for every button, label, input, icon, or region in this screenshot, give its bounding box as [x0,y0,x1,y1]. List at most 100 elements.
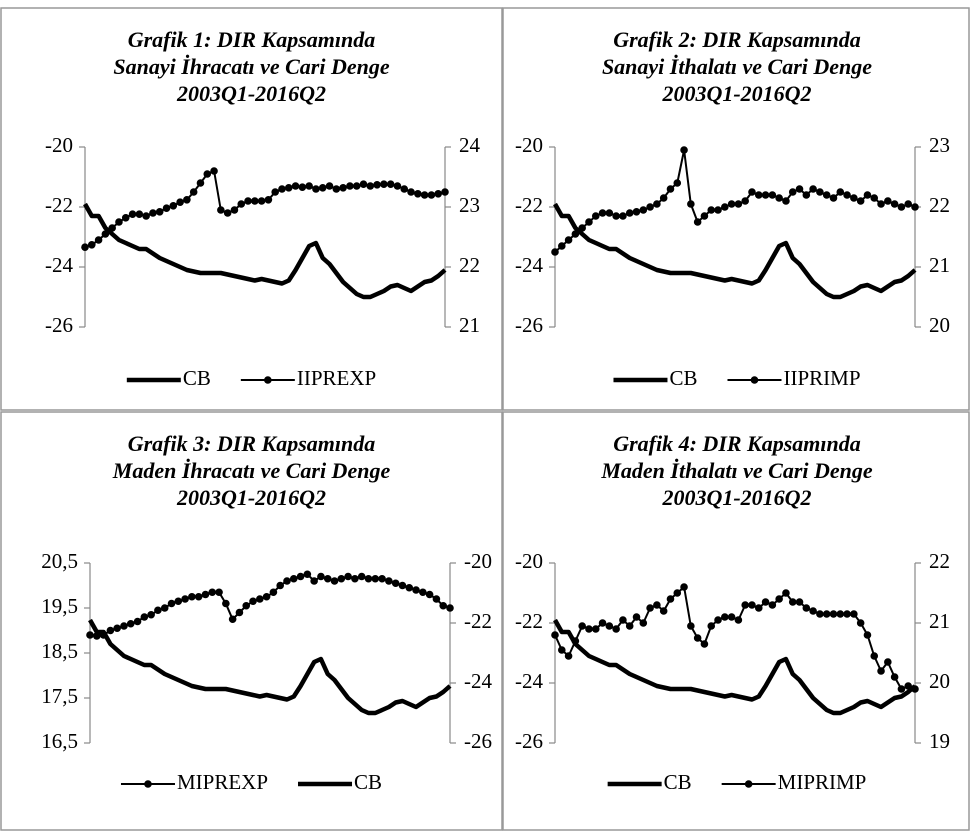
series-marker [598,209,607,217]
y2-tick-label: -26 [464,729,492,753]
series-marker [380,180,388,188]
series-marker [303,570,312,579]
series-marker [659,194,668,202]
y-tick-label: 17,5 [41,684,78,708]
y-tick-label: -26 [515,729,543,753]
series-marker [673,589,682,597]
series-marker [843,610,851,618]
series-marker [721,203,729,211]
series-marker [113,624,121,633]
series-marker [201,590,210,599]
series-marker [203,170,212,178]
series-line [553,618,917,716]
series-marker [612,212,620,220]
series-marker [646,203,654,211]
series-marker [237,200,246,208]
legend-label: IIPRIMP [783,366,860,390]
series-marker [427,191,436,199]
series-marker [802,604,811,612]
series-marker [283,577,291,585]
series-marker [714,206,722,214]
series-marker [911,203,919,211]
series-line [88,618,452,716]
y2-tick-label: 23 [929,133,950,157]
series-marker [176,198,184,206]
series-marker [863,631,872,639]
series-marker [269,588,278,597]
series-marker [700,212,709,220]
series-marker [884,658,892,666]
y-tick-label: -22 [515,193,543,217]
y-tick-label: 18,5 [41,639,78,663]
series-marker [87,241,96,249]
series-marker [564,236,573,244]
series-marker [330,577,339,585]
series-marker [632,613,641,621]
series-marker [181,595,189,603]
series-marker [822,191,831,199]
series-marker [289,574,298,583]
series-marker [551,631,559,639]
series-marker [890,673,899,681]
series-marker [727,613,736,621]
series-marker [639,206,648,214]
legend-label: MIPRIMP [778,770,867,794]
series-marker [337,574,346,583]
series-marker [829,610,838,618]
series-marker [761,598,770,606]
y2-tick-label: 20 [929,669,950,693]
series-marker [147,610,155,619]
series-marker [877,667,885,675]
series-marker [768,601,777,609]
series-marker [761,191,770,199]
series-marker [126,619,135,628]
series-marker [357,572,366,581]
series-marker [598,619,607,627]
series-marker [183,196,191,204]
chart-title: 2003Q1-2016Q2 [176,81,326,106]
series-marker [323,574,332,583]
legend-marker [750,376,759,384]
series-marker [155,208,164,216]
series-marker [446,604,454,612]
series-line [553,202,917,300]
series-marker [571,637,580,645]
series-marker [788,598,797,606]
series-marker [346,182,354,190]
series-marker [339,184,347,192]
series-marker [754,604,763,612]
series-marker [296,572,305,581]
series-marker [217,206,225,214]
series-marker [366,182,375,190]
series-marker [632,208,641,216]
series-marker [748,188,756,196]
series-marker [904,200,913,208]
series-marker [385,577,393,585]
series-marker [707,622,716,630]
series-marker [425,590,434,599]
series-marker [249,597,257,606]
series-marker [809,185,817,193]
y2-tick-label: -24 [464,669,492,693]
chart-title: Sanayi İhracatı ve Cari Denge [113,54,389,79]
series-marker [557,646,566,654]
series-marker [877,200,885,208]
series-marker [398,581,407,590]
series-marker [687,622,695,630]
series-marker [228,615,237,624]
series-marker [680,146,688,154]
series-marker [748,601,756,609]
chart-title: 2003Q1-2016Q2 [176,485,326,510]
series-marker [298,183,307,191]
series-marker [94,236,103,244]
series-marker [557,242,566,250]
chart-title: 2003Q1-2016Q2 [661,81,811,106]
series-marker [120,622,128,630]
legend-label: CB [354,770,382,794]
y-tick-label: -24 [515,253,543,277]
series-marker [625,622,634,630]
series-marker [81,243,89,251]
y2-tick-label: 21 [929,253,950,277]
series-marker [242,601,251,610]
